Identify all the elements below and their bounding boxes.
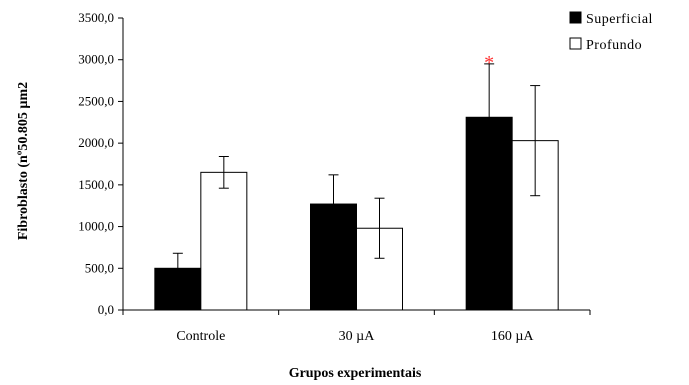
y-axis: 0,0 500,0 1000,0 1500,0 2000,0 2500,0 3000,0 35… xyxy=(78,10,124,317)
error-bars xyxy=(172,63,541,284)
x-tick-label: Controle xyxy=(176,329,225,344)
y-tick-label: 3000,0 xyxy=(78,52,114,67)
y-tick-label: 500,0 xyxy=(85,260,114,275)
x-tick-label: 160 µA xyxy=(491,329,535,344)
legend-swatch-superficial xyxy=(569,11,582,24)
bars xyxy=(154,116,559,311)
annotations: * xyxy=(484,52,494,74)
y-tick-label: 0,0 xyxy=(98,302,114,317)
x-axis: Controle 30 µA 160 µA xyxy=(122,309,591,344)
legend-label-superficial: Superficial xyxy=(586,12,653,27)
y-tick-label: 2000,0 xyxy=(78,135,114,150)
significance-star: * xyxy=(484,52,494,74)
y-tick-label: 1000,0 xyxy=(78,219,114,234)
y-tick-label: 1500,0 xyxy=(78,177,114,192)
legend: Superficial Profundo xyxy=(569,11,653,53)
x-tick-label: 30 µA xyxy=(339,329,376,344)
bar-profundo-0 xyxy=(200,171,248,311)
y-tick-label: 3500,0 xyxy=(78,10,114,25)
y-tick-label: 2500,0 xyxy=(78,93,114,108)
legend-swatch-profundo xyxy=(569,37,582,50)
x-axis-title: Grupos experimentais xyxy=(289,366,422,381)
y-axis-title: Fibroblasto (nº50.805 µm2 xyxy=(16,82,31,240)
legend-label-profundo: Profundo xyxy=(586,38,642,53)
